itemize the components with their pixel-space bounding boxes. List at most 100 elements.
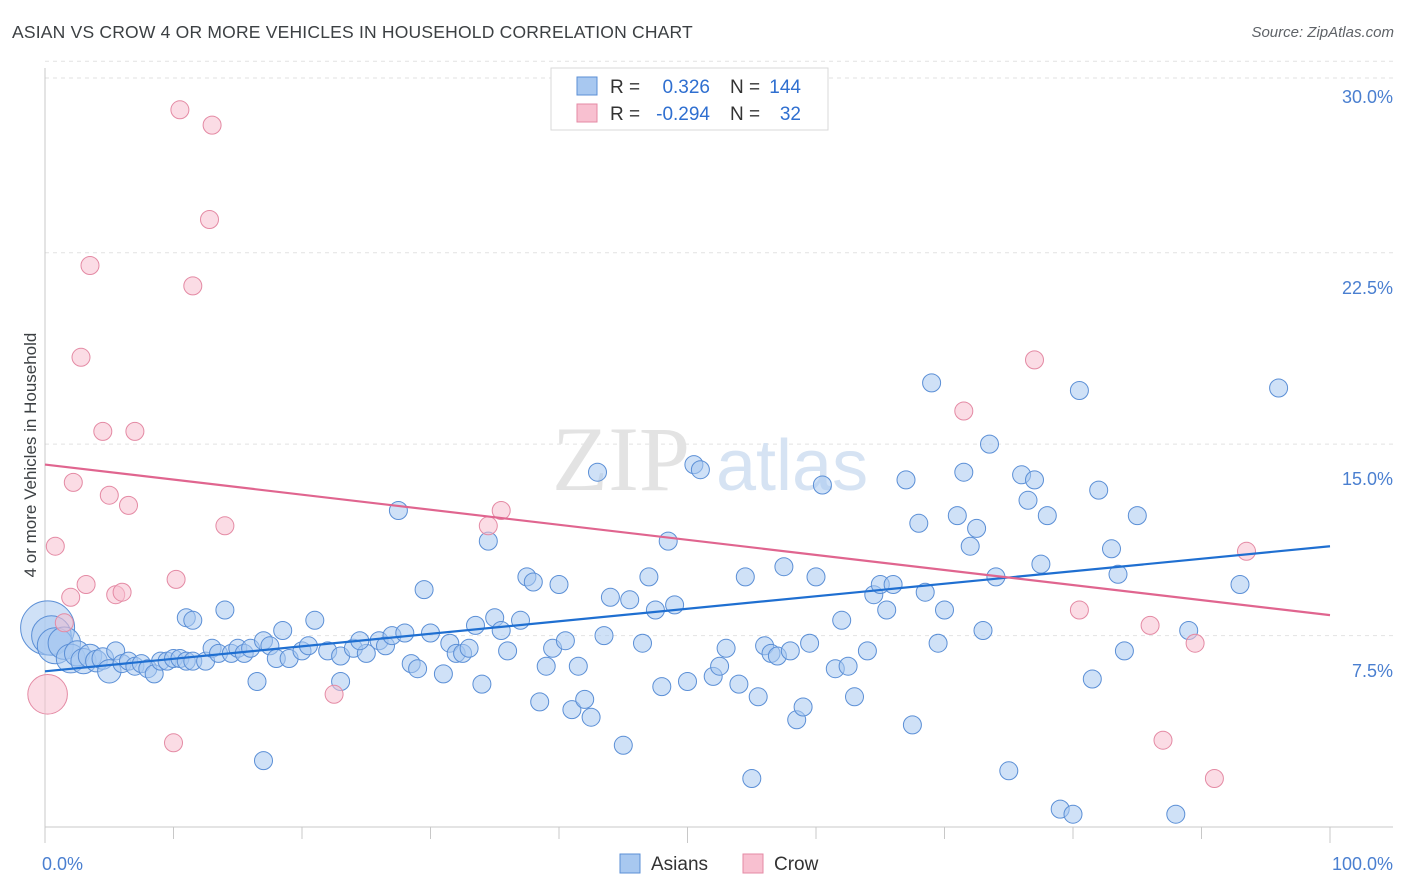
crow-point-25 xyxy=(1025,350,1044,370)
x-tick-labels: 0.0% 100.0% xyxy=(42,854,1393,874)
asians-point-114 xyxy=(832,610,852,630)
asians-point-56 xyxy=(408,659,428,679)
crow-point-7 xyxy=(80,256,100,275)
y-tick-labels: 7.5% 15.0% 22.5% 30.0% xyxy=(1342,87,1393,681)
asians-point-116 xyxy=(845,687,864,707)
crow-point-9 xyxy=(99,485,119,505)
bottom-legend-swatch-crow xyxy=(742,853,764,874)
asians-point-145 xyxy=(1082,669,1102,689)
watermark-zip: ZIP xyxy=(552,408,690,510)
crow-point-13 xyxy=(125,421,145,441)
asians-point-81 xyxy=(581,707,601,727)
asians-point-109 xyxy=(793,697,813,717)
legend-r-label-asians: R = xyxy=(610,77,640,98)
asians-point-151 xyxy=(1166,804,1186,824)
crow-point-22 xyxy=(478,516,498,536)
asians-point-133 xyxy=(973,621,993,640)
crow-point-23 xyxy=(491,501,511,520)
y-tick-label-22-5: 22.5% xyxy=(1342,278,1393,298)
crow-point-18 xyxy=(202,115,222,135)
asians-point-59 xyxy=(433,664,453,684)
asians-point-73 xyxy=(530,692,550,712)
trend-lines xyxy=(44,463,1331,673)
asians-point-95 xyxy=(690,460,710,480)
asians-point-38 xyxy=(273,621,293,640)
asians-point-93 xyxy=(678,672,697,691)
asians-point-78 xyxy=(562,700,582,720)
asians-point-72 xyxy=(523,572,543,592)
legend-swatch-asians xyxy=(576,76,598,96)
asians-point-134 xyxy=(980,434,999,454)
asians-point-77 xyxy=(555,631,575,651)
asians-point-84 xyxy=(600,587,620,607)
asians-point-123 xyxy=(902,715,922,735)
asians-point-111 xyxy=(806,567,826,587)
asians-point-89 xyxy=(645,600,665,620)
asians-point-107 xyxy=(780,641,800,661)
asians-point-140 xyxy=(1031,554,1051,574)
asians-point-98 xyxy=(716,638,736,658)
asians-point-128 xyxy=(935,600,954,620)
asians-point-127 xyxy=(928,633,948,653)
crow-point-21 xyxy=(324,684,344,704)
crow-point-29 xyxy=(1185,633,1205,653)
bottom-legend-label-crow: Crow xyxy=(774,854,819,875)
asians-point-57 xyxy=(414,580,434,600)
legend-n-value-asians: 144 xyxy=(769,77,801,98)
asians-point-154 xyxy=(1269,378,1289,398)
asians-point-97 xyxy=(710,656,730,676)
asians-point-65 xyxy=(472,674,492,694)
legend-r-value-crow: -0.294 xyxy=(656,104,710,125)
crow-point-12 xyxy=(119,495,138,515)
crow-point-0 xyxy=(27,674,68,715)
crow-point-24 xyxy=(954,401,974,421)
y-axis-label: 4 or more Vehicles in Household xyxy=(21,333,40,578)
asians-point-69 xyxy=(498,641,518,661)
legend-swatch-crow xyxy=(576,103,598,123)
legend-box: R = 0.326 N = 144 R = -0.294 N = 32 xyxy=(550,67,829,131)
crow-point-16 xyxy=(170,100,190,120)
asians-point-80 xyxy=(575,689,595,709)
crow-point-30 xyxy=(1204,769,1224,788)
legend-n-value-crow: 32 xyxy=(780,104,801,125)
asians-point-132 xyxy=(967,518,987,538)
asians-point-91 xyxy=(658,531,678,551)
crow-point-27 xyxy=(1140,615,1160,635)
x-tick-label-100: 100.0% xyxy=(1332,854,1393,874)
crow-point-20 xyxy=(215,516,235,536)
legend-n-label-crow: N = xyxy=(730,104,760,125)
asians-point-40 xyxy=(254,751,273,771)
crow-point-28 xyxy=(1153,730,1173,750)
asians-point-121 xyxy=(883,575,903,594)
asians-point-63 xyxy=(459,638,479,658)
asians-point-139 xyxy=(1025,470,1044,490)
y-tick-label-30: 30.0% xyxy=(1342,87,1393,107)
chart-source: Source: ZipAtlas.com xyxy=(1251,24,1394,41)
asians-point-129 xyxy=(947,506,967,526)
asians-point-86 xyxy=(620,590,640,610)
y-tick-label-15: 15.0% xyxy=(1342,469,1393,489)
asians-point-126 xyxy=(922,373,942,393)
asians-point-101 xyxy=(742,769,762,788)
asians-point-68 xyxy=(491,621,511,640)
crow-point-3 xyxy=(61,587,81,607)
asians-trend-line xyxy=(44,545,1331,673)
asians-point-124 xyxy=(909,513,929,533)
crow-point-19 xyxy=(200,210,219,229)
asians-point-115 xyxy=(838,656,858,676)
asians-point-34 xyxy=(247,672,267,691)
crow-point-11 xyxy=(112,582,132,602)
chart-title: ASIAN VS CROW 4 OR MORE VEHICLES IN HOUS… xyxy=(12,22,693,42)
bottom-legend-swatch-asians xyxy=(619,853,641,874)
crow-point-26 xyxy=(1069,600,1089,620)
crow-point-8 xyxy=(93,421,113,441)
asians-point-100 xyxy=(735,567,755,587)
asians-point-146 xyxy=(1089,480,1109,500)
asians-point-136 xyxy=(999,761,1019,781)
crow-point-5 xyxy=(71,347,91,367)
asians-point-87 xyxy=(633,633,652,653)
asians-point-150 xyxy=(1127,506,1147,526)
asians-point-76 xyxy=(549,575,569,594)
asians-point-102 xyxy=(748,687,768,707)
